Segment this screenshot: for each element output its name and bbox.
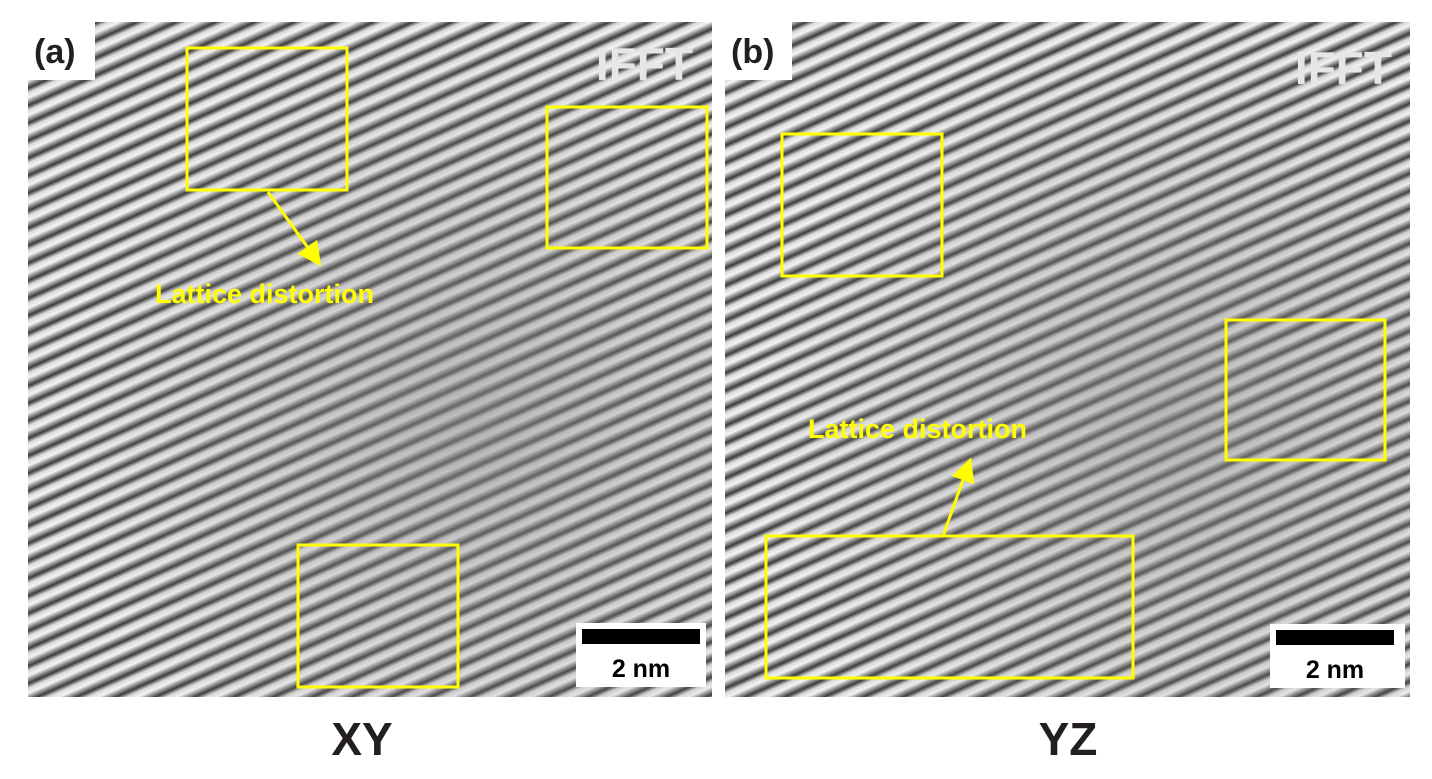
scale-bar [582, 629, 700, 644]
scale-bar [1276, 630, 1394, 645]
image-shading [28, 22, 712, 697]
highlight-box [296, 543, 460, 689]
overlay-label: IFFT [596, 38, 693, 90]
highlight-box [185, 46, 349, 192]
scale-bar-label: 2 nm [612, 655, 670, 683]
panel-label: (b) [731, 33, 774, 71]
highlight-box [1224, 318, 1387, 462]
panel-label: (a) [34, 33, 76, 71]
panel-b: (b) IFFT Lattice distortion 2 nm YZ [725, 22, 1410, 765]
label-background [28, 22, 95, 80]
highlight-box [764, 534, 1135, 680]
caption: XY [331, 713, 392, 765]
annotation: Lattice distortion [808, 414, 1027, 444]
annotation: Lattice distortion [155, 279, 374, 309]
label-background [725, 22, 792, 80]
scale-bar-label: 2 nm [1306, 656, 1364, 684]
overlay-label: IFFT [1295, 42, 1392, 94]
panel-a: (a) IFFT Lattice distortion 2 nm XY [28, 22, 712, 765]
highlight-box [545, 105, 709, 250]
image-shading [725, 22, 1410, 697]
highlight-box [780, 132, 944, 278]
arrow [266, 191, 322, 267]
caption: YZ [1039, 713, 1098, 765]
arrow [941, 457, 975, 537]
